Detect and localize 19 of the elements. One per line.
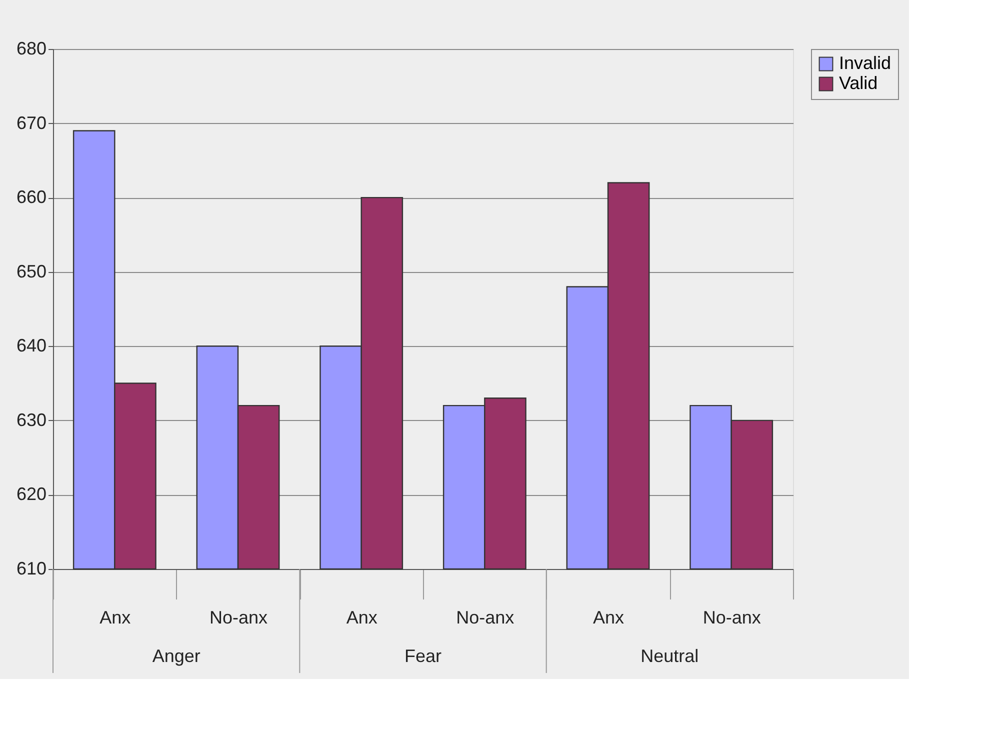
y-tick-label: 670 [16,112,46,133]
x-tick-label: No-anx [209,608,268,628]
text: Fear [404,646,442,666]
x-tick-label: No-anx [456,608,514,628]
y-tick-label: 650 [16,261,46,282]
y-tick-label: 620 [16,484,46,504]
y-tick-label: 660 [16,187,46,208]
y-tick-label: 610 [16,558,46,578]
x-tick-label: No-anx [702,608,761,628]
x-tick-label: Anx [592,608,624,628]
legend-label: Invalid [839,53,892,73]
legend-label: Valid [839,73,878,93]
y-tick-label: 640 [16,336,46,356]
y-tick-label: 630 [16,410,46,430]
text: Neutral [640,646,699,666]
x-tick-label: Anx [346,608,378,628]
text: Anger [152,646,200,666]
y-tick-label: 680 [16,38,46,58]
x-tick-label: Anx [100,608,131,628]
